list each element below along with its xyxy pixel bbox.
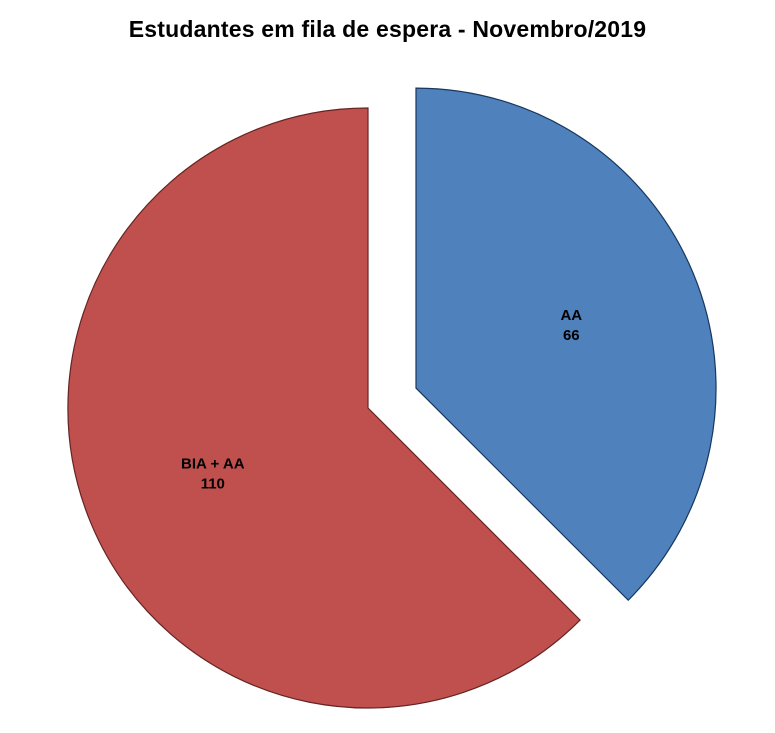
pie-slice-label-aa: AA 66 (560, 307, 582, 344)
pie-slice-bia-aa (67, 107, 581, 709)
pie-slice-label-bia-aa: BIA + AA 110 (181, 455, 245, 492)
chart-title: Estudantes em fila de espera - Novembro/… (128, 16, 647, 42)
pie-slice-aa (415, 87, 717, 602)
